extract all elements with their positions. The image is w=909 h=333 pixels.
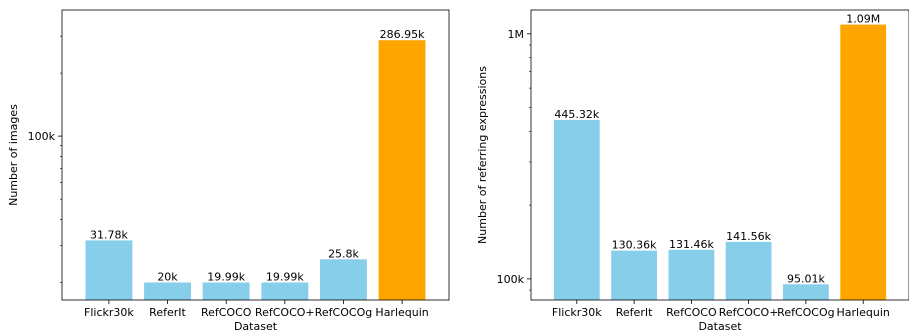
bar-referit [611, 250, 657, 300]
x-tick-label: ReferIt [616, 306, 653, 319]
bar-refcocog [783, 284, 829, 300]
y-axis-label: Number of images [7, 104, 20, 206]
bar-value-label: 95.01k [787, 272, 825, 285]
bar-value-label: 19.99k [207, 271, 245, 284]
x-tick-label: RefCOCO+ [719, 306, 779, 319]
bar-value-label: 25.8k [328, 247, 359, 260]
y-tick-label: 100k [28, 130, 56, 143]
x-tick-label: RefCOCO [666, 306, 717, 319]
x-axis-label: Dataset [698, 320, 742, 333]
bar-refcoco- [725, 241, 772, 300]
x-tick-label: Flickr30k [552, 306, 602, 319]
bar-refcoco- [261, 282, 309, 300]
bar-refcoco [202, 282, 250, 300]
bar-referit [144, 282, 191, 300]
x-tick-label: ReferIt [149, 306, 186, 319]
bar-refcoco [668, 249, 715, 300]
x-tick-label: RefCOCOg [315, 306, 372, 319]
x-tick-label: Flickr30k [84, 306, 134, 319]
y-tick-label: 100k [497, 273, 525, 286]
y-axis-label: Number of referring expressions [476, 66, 489, 244]
bar-value-label: 131.46k [669, 238, 714, 251]
x-tick-label: Harlequin [375, 306, 428, 319]
x-axis-label: Dataset [234, 320, 278, 333]
x-tick-label: RefCOCO+ [255, 306, 315, 319]
bar-flickr30k [553, 119, 600, 301]
bar-harlequin [840, 24, 887, 300]
bar-value-label: 141.56k [726, 230, 771, 243]
bar-value-label: 445.32k [554, 108, 599, 121]
x-tick-label: Harlequin [837, 306, 890, 319]
axes-frame [530, 9, 909, 301]
bar-value-label: 19.99k [266, 271, 304, 284]
bar-value-label: 1.09M [846, 13, 880, 26]
referring-expressions-chart: 445.32k Flickr30k 130.36k ReferIt 131.46k Ref… [476, 9, 909, 333]
bar-refcocog [320, 259, 367, 300]
bar-value-label: 31.78k [90, 228, 128, 241]
bar-value-label: 286.95k [380, 28, 425, 41]
bar-value-label: 130.36k [612, 239, 657, 252]
axes-frame [61, 9, 450, 301]
x-tick-label: RefCOCO [201, 306, 252, 319]
y-tick-label: 1M [508, 28, 525, 41]
bar-harlequin [378, 40, 426, 300]
bar-value-label: 20k [157, 271, 178, 284]
x-tick-label: RefCOCOg [777, 306, 834, 319]
bar-flickr30k [85, 240, 133, 300]
images-chart: 31.78k Flickr30k 20k ReferIt 19.99k RefCOCO 19… [7, 9, 450, 333]
